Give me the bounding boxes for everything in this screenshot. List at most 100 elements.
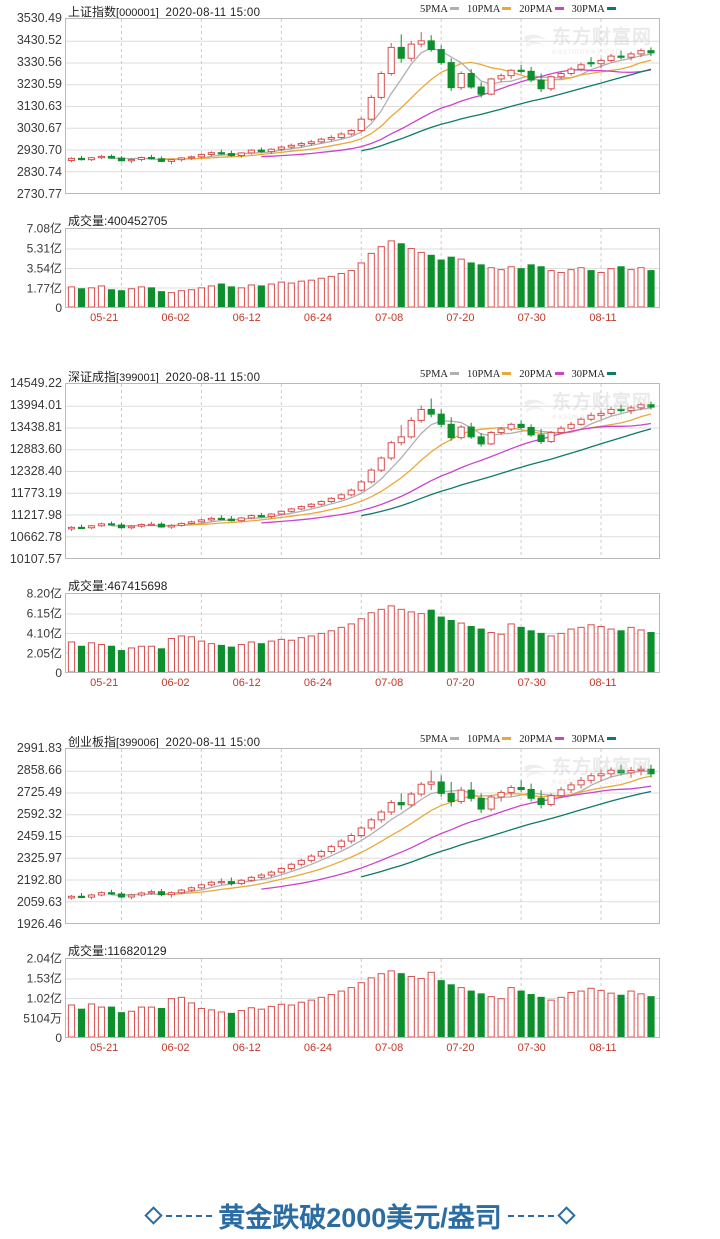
axis-tick-label: 14549.22 [9,376,62,390]
axis-tick-label: 10662.78 [9,530,62,544]
candle [307,503,315,509]
volume-title: 成交量:116820129 [68,944,167,958]
candle [227,150,235,157]
candle [587,772,595,784]
candle [337,839,345,850]
volume-bar [367,252,375,307]
candle [87,893,96,900]
volume-bar [217,1011,225,1037]
x-axis-labels: 05-21 06-02 06-12 06-24 07-08 07-20 07-30 08-11 [65,1042,660,1060]
candle [347,833,355,844]
volume-bar [537,996,545,1037]
axis-tick-label: 1926.46 [16,917,62,931]
candle [417,781,425,797]
legend-label-30pma: 30PMA [571,369,605,380]
axis-tick-label: 07-08 [375,312,404,324]
candle [327,135,335,142]
candle [437,775,445,797]
volume-bar [87,642,96,672]
price-y-axis-labels: 14549.22 13994.01 13438.81 12883.60 12328.40… [0,376,62,566]
volume-bar [377,973,385,1037]
candle [77,893,86,899]
legend-swatch-icon [450,7,460,11]
volume-bar [347,987,355,1037]
dash-left-icon [166,1214,213,1217]
legend-swatch-icon [450,737,460,741]
candle [247,514,255,520]
volume-bar [647,996,655,1037]
volume-bar [337,626,345,672]
volume-bar [277,638,285,672]
candle [297,858,305,867]
volume-bar [627,990,635,1037]
price-panel[interactable] [65,18,660,194]
candle [597,58,605,69]
volume-bar [617,994,625,1037]
index-name: 上证指数 [68,5,117,19]
candle [357,117,365,133]
volume-bar [247,284,255,307]
volume-bar [617,630,625,672]
volume-bar [447,984,455,1037]
volume-bar [77,645,86,672]
candle [247,149,255,155]
axis-tick-label: 12328.40 [9,464,62,478]
volume-bar [557,632,565,672]
candle [237,878,245,886]
price-panel[interactable] [65,383,660,559]
volume-bar [617,266,625,307]
axis-tick-label: 08-11 [589,677,617,689]
candle [387,43,395,76]
price-panel[interactable] [65,748,660,924]
volume-bar [257,643,265,672]
volume-bar [217,283,225,307]
candle [297,141,305,148]
candle [287,862,295,871]
candle [367,468,375,484]
candle [187,520,195,525]
volume-bar [177,996,186,1037]
candle [467,422,475,439]
axis-tick-label: 06-12 [232,1042,261,1054]
candle [497,790,505,802]
axis-tick-label: 07-30 [517,1042,546,1054]
candle [537,73,545,92]
volume-plot [66,959,659,1037]
axis-tick-label: 2.04亿 [26,951,62,966]
volume-bar [117,290,126,307]
candle [347,128,355,136]
candle [607,53,615,63]
volume-bar [97,644,106,672]
candle [507,69,515,79]
legend-label-5pma: 5PMA [420,369,449,380]
volume-bar [497,998,505,1037]
candle [237,517,245,522]
volume-panel[interactable] [65,593,660,673]
candle [517,64,525,74]
candle [617,764,625,776]
volume-bar [287,282,295,307]
volume-bar [147,1006,156,1037]
x-axis-labels: 05-21 06-02 06-12 06-24 07-08 07-20 07-30 08-11 [65,312,660,330]
volume-bar [137,645,146,672]
candle [577,777,585,789]
volume-panel[interactable] [65,228,660,308]
volume-panel[interactable] [65,958,660,1038]
axis-tick-label: 2592.32 [16,807,62,821]
volume-bar [267,283,275,307]
axis-tick-label: 2192.80 [16,873,62,887]
candle [477,432,485,447]
candle [647,47,655,57]
candle [607,407,615,416]
ma-line-10 [161,413,652,527]
legend-swatch-icon [450,372,460,376]
candle [177,522,186,527]
axis-tick-label: 3030.67 [16,121,62,135]
candle [447,781,455,807]
candle [97,155,106,160]
volume-bar [457,987,465,1037]
candle [267,513,275,519]
candle [307,854,315,863]
legend-swatch-icon [502,7,512,11]
volume-bar [397,608,405,672]
